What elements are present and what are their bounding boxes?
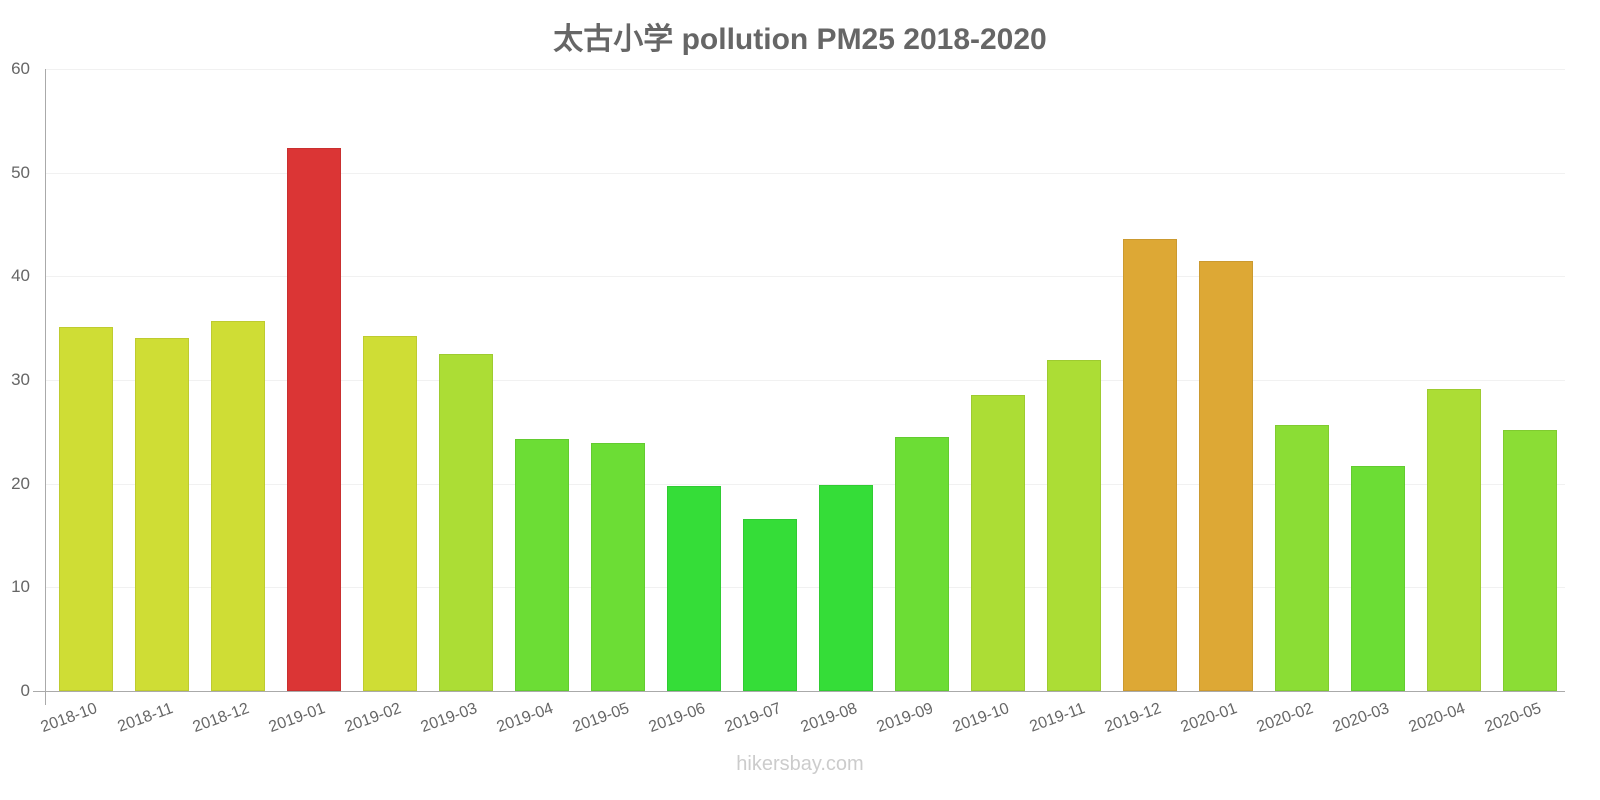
- gridline: [45, 587, 1565, 589]
- bar-2019-12[interactable]: [1123, 239, 1177, 691]
- x-tick-label: 2018-11: [115, 700, 176, 736]
- bar-2019-09[interactable]: [895, 437, 949, 691]
- x-tick-label: 2019-03: [418, 700, 480, 737]
- gridline: [45, 172, 1565, 174]
- x-tick-label: 2019-02: [342, 700, 404, 737]
- y-axis-line: [45, 69, 46, 705]
- y-tick-label: 50: [11, 162, 30, 182]
- bar-2019-06[interactable]: [667, 485, 721, 691]
- x-tick-label: 2020-04: [1406, 700, 1468, 737]
- bar-2019-01[interactable]: [287, 147, 341, 691]
- bar-2018-12[interactable]: [211, 320, 265, 691]
- y-tick-label: 40: [11, 266, 30, 286]
- y-tick-label: 60: [11, 59, 30, 78]
- bar-2020-05[interactable]: [1503, 429, 1557, 691]
- x-tick-label: 2020-03: [1330, 700, 1392, 737]
- bar-2020-02[interactable]: [1275, 424, 1329, 691]
- bar-2019-04[interactable]: [515, 439, 569, 691]
- y-tick-label: 10: [11, 577, 30, 597]
- bar-2018-10[interactable]: [59, 327, 113, 691]
- gridline: [45, 483, 1565, 485]
- x-tick-label: 2019-11: [1027, 700, 1088, 736]
- x-tick-label: 2019-08: [798, 700, 860, 737]
- bar-2020-01[interactable]: [1199, 260, 1253, 691]
- bar-2019-03[interactable]: [439, 354, 493, 691]
- x-tick-label: 2019-07: [722, 700, 784, 737]
- chart-title: 太古小学 pollution PM25 2018-2020: [553, 23, 1047, 56]
- y-tick-label: 20: [11, 473, 30, 493]
- x-tick-label: 2019-04: [494, 700, 556, 737]
- bar-2020-03[interactable]: [1351, 466, 1405, 691]
- x-tick-label: 2020-05: [1482, 700, 1544, 737]
- gridline: [45, 69, 1565, 70]
- x-tick-label: 2020-01: [1178, 700, 1240, 737]
- gridline: [45, 380, 1565, 381]
- x-tick-label: 2019-05: [570, 700, 632, 737]
- bar-2019-05[interactable]: [591, 443, 645, 691]
- watermark: hikersbay.com: [736, 753, 864, 775]
- bar-2019-08[interactable]: [819, 484, 873, 691]
- x-tick-label: 2020-02: [1254, 700, 1316, 737]
- bar-2019-10[interactable]: [971, 394, 1025, 691]
- bar-2019-02[interactable]: [363, 336, 417, 691]
- x-tick-label: 2018-12: [190, 700, 252, 737]
- x-axis-line: [33, 691, 1565, 692]
- x-tick-label: 2019-12: [1102, 700, 1164, 737]
- y-tick-label: 30: [11, 370, 30, 389]
- x-tick-label: 2019-06: [646, 700, 708, 737]
- y-tick-label: 0: [20, 681, 30, 700]
- x-tick-label: 2019-10: [950, 700, 1012, 737]
- x-tick-label: 2018-10: [38, 700, 100, 737]
- bar-2020-04[interactable]: [1427, 389, 1481, 691]
- bar-2018-11[interactable]: [135, 337, 189, 691]
- plot-area: [45, 69, 1565, 691]
- bar-2019-07[interactable]: [743, 518, 797, 691]
- x-tick-label: 2019-09: [874, 700, 936, 737]
- x-tick-label: 2019-01: [266, 700, 328, 737]
- bar-2019-11[interactable]: [1047, 360, 1101, 691]
- gridline: [45, 276, 1565, 278]
